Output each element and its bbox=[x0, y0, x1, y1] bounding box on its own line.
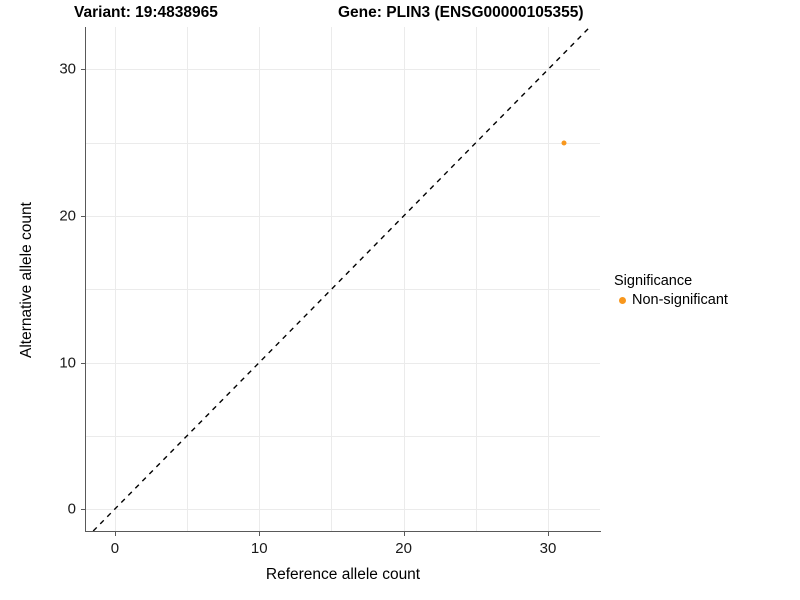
gridline-vertical-major bbox=[548, 27, 550, 531]
x-axis-tick bbox=[548, 532, 550, 536]
x-axis-tick bbox=[114, 532, 116, 536]
y-axis-tick-label: 30 bbox=[59, 60, 76, 78]
x-axis-line bbox=[85, 531, 601, 532]
legend-item-label: Non-significant bbox=[632, 292, 728, 308]
y-axis-tick bbox=[81, 216, 85, 217]
y-axis-tick bbox=[81, 69, 85, 71]
y-axis-tick bbox=[81, 509, 85, 511]
gridline-vertical-minor bbox=[331, 27, 333, 531]
gridline-horizontal-major bbox=[86, 509, 600, 511]
plot-panel bbox=[86, 27, 600, 531]
x-axis-tick-label: 0 bbox=[110, 540, 120, 557]
y-axis-tick-label: 20 bbox=[59, 207, 76, 225]
legend-item[interactable]: Non-significant bbox=[614, 291, 794, 309]
gridline-vertical-major bbox=[403, 27, 405, 531]
legend-title: Significance bbox=[614, 273, 693, 289]
figure-title-row: Variant: 19:4838965 Gene: PLIN3 (ENSG000… bbox=[0, 4, 620, 26]
legend-point-icon bbox=[614, 292, 630, 308]
y-axis-tick-label: 10 bbox=[59, 354, 76, 371]
x-axis-tick-label: 30 bbox=[539, 540, 557, 557]
x-axis-title: Reference allele count bbox=[265, 566, 421, 583]
x-axis-tick bbox=[403, 532, 405, 536]
gridline-horizontal-major bbox=[86, 69, 600, 71]
variant-title: Variant: 19:4838965 bbox=[74, 4, 218, 21]
gridline-horizontal-minor bbox=[86, 142, 600, 144]
legend: Significance Non-significant bbox=[614, 272, 794, 309]
gridline-vertical-major bbox=[259, 27, 261, 531]
y-axis-line bbox=[85, 27, 86, 532]
x-axis-tick-label: 20 bbox=[395, 540, 412, 557]
identity-reference-line bbox=[86, 27, 600, 531]
gridline-vertical-minor bbox=[187, 27, 189, 531]
gridline-horizontal-minor bbox=[86, 435, 600, 437]
gridline-vertical-major bbox=[114, 27, 116, 531]
gridline-horizontal-major bbox=[86, 362, 600, 364]
gridline-vertical-minor bbox=[475, 27, 477, 531]
y-axis-tick bbox=[81, 362, 85, 364]
x-axis-tick bbox=[259, 532, 261, 536]
gridline-horizontal-major bbox=[86, 216, 600, 217]
gene-title: Gene: PLIN3 (ENSG00000105355) bbox=[338, 4, 584, 21]
y-axis-tick-label: 0 bbox=[67, 500, 76, 518]
data-point[interactable] bbox=[561, 140, 567, 146]
x-axis-tick-label: 10 bbox=[250, 540, 268, 557]
gridline-horizontal-minor bbox=[86, 289, 600, 291]
y-axis-title: Alternative allele count bbox=[18, 202, 35, 358]
legend-items: Non-significant bbox=[614, 291, 794, 309]
